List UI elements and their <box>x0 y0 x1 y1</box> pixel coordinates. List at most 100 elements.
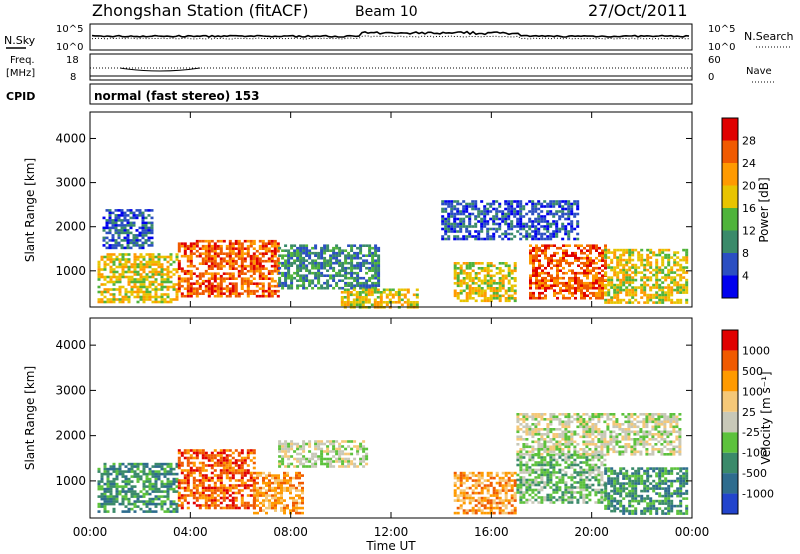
heatmap-cell <box>120 244 124 247</box>
heatmap-cell <box>543 227 547 231</box>
heatmap-cell <box>468 509 472 512</box>
heatmap-cell <box>264 247 268 250</box>
heatmap-cell <box>186 292 190 295</box>
heatmap-cell <box>340 298 344 302</box>
heatmap-cell <box>332 279 336 282</box>
heatmap-cell <box>362 440 366 443</box>
heatmap-cell <box>278 284 282 287</box>
heatmap-cell <box>177 264 181 268</box>
heatmap-cell <box>219 474 223 477</box>
heatmap-cell <box>124 298 128 301</box>
heatmap-cell <box>160 462 164 466</box>
heatmap-cell <box>558 227 562 231</box>
heatmap-cell <box>368 254 372 257</box>
heatmap-cell <box>447 215 451 218</box>
heatmap-cell <box>685 298 689 302</box>
heatmap-cell <box>157 258 161 261</box>
heatmap-cell <box>532 296 535 300</box>
heatmap-cell <box>192 469 196 472</box>
heatmap-cell <box>376 291 380 294</box>
heatmap-cell <box>522 205 526 208</box>
heatmap-cell <box>610 301 614 304</box>
heatmap-cell <box>108 231 112 235</box>
heatmap-cell <box>365 244 369 247</box>
heatmap-cell <box>243 282 247 285</box>
heatmap-cell <box>320 274 324 277</box>
heatmap-cell <box>474 479 478 482</box>
heatmap-cell <box>504 292 508 295</box>
heatmap-cell <box>274 501 277 505</box>
heatmap-cell <box>588 473 592 477</box>
heatmap-cell <box>284 274 288 277</box>
heatmap-cell <box>273 244 277 248</box>
heatmap-cell <box>655 263 659 267</box>
heatmap-cell <box>270 252 274 255</box>
heatmap-cell <box>169 270 173 274</box>
heatmap-cell <box>483 274 487 278</box>
heatmap-cell <box>150 221 154 225</box>
heatmap-cell <box>323 264 327 267</box>
heatmap-cell <box>510 289 514 293</box>
heatmap-cell <box>365 286 369 290</box>
heatmap-cell <box>507 476 511 480</box>
heatmap-cell <box>501 479 505 482</box>
heatmap-cell <box>646 283 650 287</box>
heatmap-cell <box>267 272 271 275</box>
heatmap-cell <box>519 200 523 203</box>
heatmap-cell <box>453 207 457 211</box>
heatmap-cell <box>480 217 484 221</box>
heatmap-cell <box>308 465 312 468</box>
heatmap-cell <box>228 254 232 258</box>
heatmap-cell <box>284 442 288 446</box>
heatmap-cell <box>528 210 532 213</box>
heatmap-cell <box>498 287 502 290</box>
heatmap-cell <box>350 452 354 456</box>
heatmap-cell <box>643 268 647 272</box>
heatmap-cell <box>295 476 298 480</box>
heatmap-cell <box>186 272 190 275</box>
heatmap-cell <box>195 489 199 492</box>
heatmap-cell <box>271 494 274 497</box>
heatmap-cell <box>591 468 595 472</box>
heatmap-cell <box>120 231 124 235</box>
heatmap-cell <box>531 428 535 431</box>
heatmap-cell <box>543 461 547 464</box>
heatmap-cell <box>489 274 493 278</box>
heatmap-cell <box>601 286 604 290</box>
heatmap-cell <box>471 287 475 290</box>
heatmap-cell <box>231 484 235 487</box>
heatmap-cell <box>486 501 490 505</box>
heatmap-cell <box>570 453 574 457</box>
heatmap-cell <box>136 477 140 481</box>
heatmap-cell <box>597 501 601 504</box>
heatmap-cell <box>112 295 116 299</box>
heatmap-cell <box>486 237 490 241</box>
heatmap-cell <box>495 212 499 216</box>
heatmap-cell <box>177 481 181 485</box>
heatmap-cell <box>240 247 244 250</box>
heatmap-cell <box>177 279 181 283</box>
heatmap-cell <box>531 210 535 213</box>
heatmap-cell <box>276 244 280 248</box>
heatmap-cell <box>172 490 176 493</box>
heatmap-cell <box>450 207 454 211</box>
heatmap-cell <box>115 255 119 259</box>
heatmap-cell <box>132 241 136 245</box>
heatmap-cell <box>186 279 190 283</box>
heatmap-cell <box>555 491 559 494</box>
heatmap-cell <box>246 469 250 472</box>
heatmap-cell <box>415 296 419 299</box>
heatmap-cell <box>379 296 383 299</box>
heatmap-cell <box>308 251 312 255</box>
heatmap-cell <box>154 475 158 478</box>
heatmap-cell <box>595 266 598 270</box>
heatmap-cell <box>598 259 601 262</box>
heatmap-cell <box>115 470 119 473</box>
heatmap-cell <box>459 299 463 303</box>
heatmap-cell <box>276 257 280 260</box>
heatmap-cell <box>625 278 629 282</box>
heatmap-cell <box>222 264 226 268</box>
heatmap-cell <box>141 221 145 225</box>
heatmap-cell <box>535 276 538 280</box>
heatmap-cell <box>573 212 577 216</box>
